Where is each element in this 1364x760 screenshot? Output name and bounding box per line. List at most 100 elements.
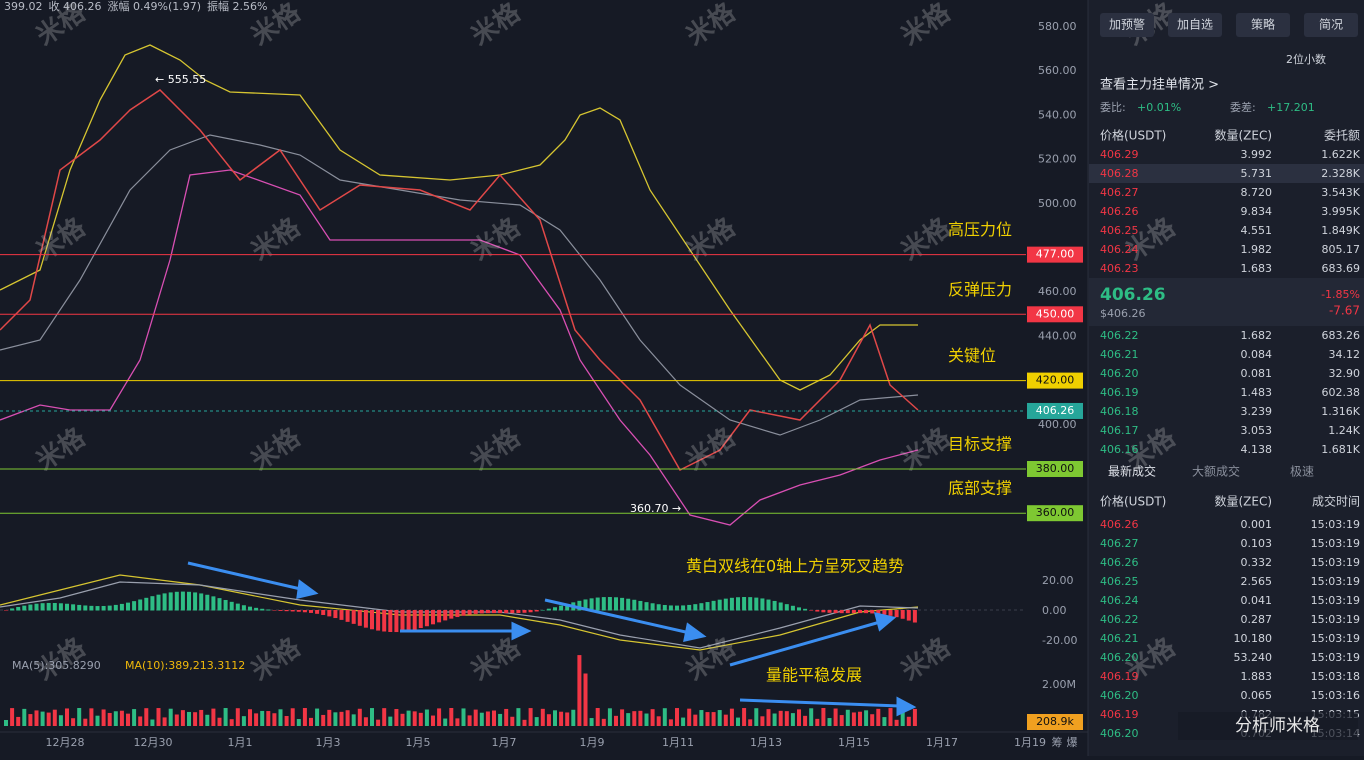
trade-cell: 406.24 [1100,594,1139,607]
macd-bar [10,608,15,611]
macd-bar [577,600,582,611]
boll-mid [0,134,919,436]
volume-bar [174,714,179,726]
macd-bar [119,603,124,611]
volume-bar [412,711,417,726]
volume-bar [815,718,820,726]
volume-bar [656,716,661,726]
trade-cell: 406.25 [1100,575,1139,588]
volume-bar [492,710,496,726]
macd-bar [675,605,679,611]
macd-bar [662,604,667,611]
macd-bar [461,610,466,616]
trade-cell: 15:03:19 [1311,537,1360,550]
macd-bar [150,596,155,611]
book-cell: 1.681K [1321,443,1360,456]
macd-bar [113,604,118,611]
macd-bar [180,591,185,611]
trade-cell: 406.21 [1100,632,1139,645]
macd-bar [729,597,734,611]
diff-label: 委差: [1230,100,1256,114]
trade-cell: 15:03:19 [1311,518,1360,531]
macd-bar [632,599,637,611]
macd-bar [821,610,826,613]
price-path [0,89,919,471]
macd-bar [565,603,570,611]
volume-bar [614,715,618,726]
chart-bg [0,0,1088,756]
volume-bar [583,673,588,726]
date-label: 1月11 [662,736,694,749]
date-label: 12月28 [46,736,85,749]
volume-bar [705,712,710,726]
macd-bar [248,606,252,611]
macd-bar [705,602,710,611]
panel-button[interactable] [1100,13,1154,37]
footer: 分析师米格 [1235,716,1320,736]
panel-button-label: 加预警 [1109,17,1145,32]
date-label: 1月3 [316,736,341,749]
date-label: 1月15 [838,736,870,749]
price-tick: 580.00 [1038,20,1077,33]
column-header: 委托额 [1324,129,1360,143]
ratio-label: 委比: [1100,101,1126,114]
macd-bar [278,610,283,611]
macd-bar [516,610,521,614]
trade-cell: 15:03:19 [1311,594,1360,607]
macd-bar [138,599,143,611]
macd-bar [882,610,887,615]
volume-bar [193,712,198,726]
volume-bar [40,711,45,726]
level-price: 380.00 [1036,462,1075,475]
book-cell: 5.731 [1241,167,1273,180]
macd-bar [583,599,588,611]
last-price: 406.26 [1100,285,1166,305]
book-cell: 1.849K [1321,224,1360,237]
volume-bar [766,709,771,726]
trade-cell: 15:03:19 [1311,575,1360,588]
macd-bar [589,598,594,611]
volume-bar [858,711,862,726]
volume-bar [443,718,448,726]
header-item: 振幅 2.56% [207,0,267,13]
level-label: 目标支撑 [948,435,1012,454]
macd-bar [839,610,844,614]
volume-bar [668,719,673,726]
macd-bars [4,591,917,633]
volume-bar [595,708,600,726]
volume-bar [339,711,344,726]
macd-bar [418,610,423,629]
date-label: 1月19 [1014,736,1046,749]
volume-bar [65,708,69,726]
volume-bar [113,711,118,726]
macd-bar [546,608,551,611]
volume-bar [168,708,173,726]
panel-button[interactable] [1236,13,1290,37]
macd-bar [601,597,606,611]
trade-cell: 0.287 [1241,613,1273,626]
macd-bar [809,610,814,611]
volume-bar [620,709,625,726]
macd-bar [723,598,728,611]
volume-bar [748,719,753,726]
macd-bar [620,597,625,611]
macd-bar [272,610,277,611]
volume-bar [565,712,570,726]
macd-bar [760,598,765,611]
panel-button[interactable] [1168,13,1222,37]
level-tag [1027,461,1083,477]
volume-bar [601,718,606,726]
volume-bar [71,718,76,726]
level-price: 360.00 [1036,506,1075,519]
macd-bar [778,602,783,611]
panel-button[interactable] [1304,13,1358,37]
macd-bar [424,610,429,627]
macd-bar [412,610,417,630]
volume-bar [254,713,259,726]
macd-bar [187,591,191,611]
macd-bar [351,610,356,624]
volume-bar [522,719,527,726]
panel-button-label: 策略 [1251,17,1275,32]
macd-bar [174,591,179,611]
trade-cell: 1.883 [1241,670,1273,683]
